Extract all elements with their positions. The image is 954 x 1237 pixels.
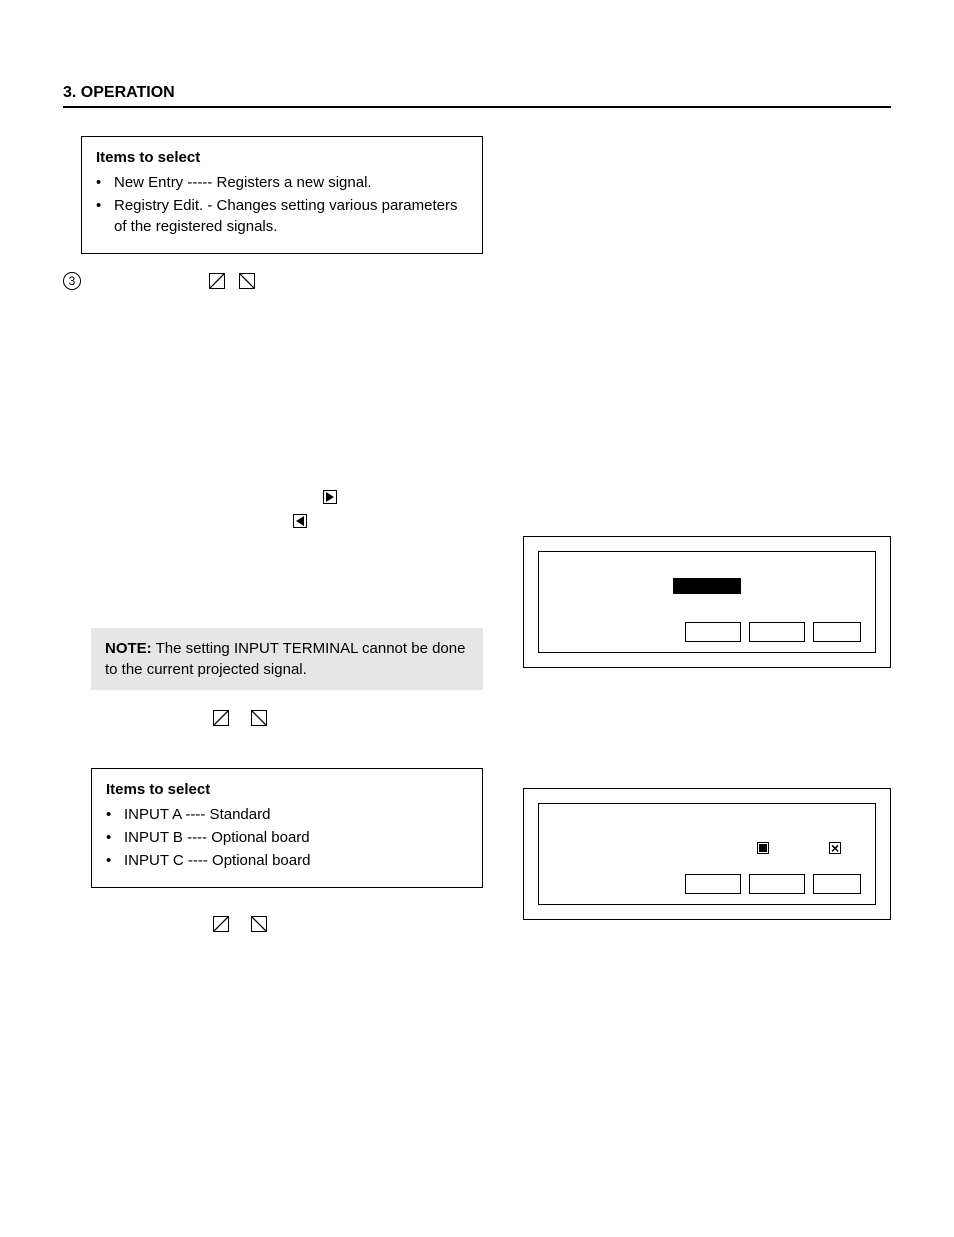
screen-inner-1: [538, 551, 876, 653]
screen-box-2: [523, 788, 891, 920]
screen-button[interactable]: [749, 874, 805, 894]
screen-checks: [553, 842, 841, 854]
glyph-pair-1: [213, 710, 483, 732]
cursor-up-icon: [209, 273, 225, 289]
glyph-pair-2: [213, 916, 483, 938]
box1-item-1-text: New Entry ----- Registers a new signal.: [114, 172, 468, 193]
cursor-down-icon: [239, 273, 255, 289]
cursor-up-icon: [213, 916, 229, 932]
screen-inner-2: [538, 803, 876, 905]
box2-item-2-text: INPUT B ---- Optional board: [124, 827, 468, 848]
box2-item-3: • INPUT C ---- Optional board: [106, 850, 468, 871]
cursor-down-icon: [251, 916, 267, 932]
bullet-dot: •: [106, 827, 124, 848]
screen-buttons-2: [553, 874, 861, 894]
cursor-right-icon: [323, 490, 337, 504]
screen-button[interactable]: [685, 874, 741, 894]
box1-item-2: • Registry Edit. - Changes setting vario…: [96, 195, 468, 237]
box2-item-1-text: INPUT A ---- Standard: [124, 804, 468, 825]
bullet-dot: •: [96, 195, 114, 237]
box2-item-3-text: INPUT C ---- Optional board: [124, 850, 468, 871]
checkbox-x-icon: [829, 842, 841, 854]
box1-item-1: • New Entry ----- Registers a new signal…: [96, 172, 468, 193]
step-3-row: 3: [63, 272, 483, 290]
screen-button[interactable]: [813, 874, 861, 894]
cursor-up-icon: [213, 710, 229, 726]
note-text: The setting INPUT TERMINAL cannot be don…: [105, 640, 465, 678]
note-label: NOTE:: [105, 640, 152, 657]
bullet-dot: •: [106, 804, 124, 825]
box2-item-2: • INPUT B ---- Optional board: [106, 827, 468, 848]
screen-button[interactable]: [813, 622, 861, 642]
screen-buttons-1: [553, 622, 861, 642]
bullet-dot: •: [106, 850, 124, 871]
section-header: 3. OPERATION: [63, 82, 891, 108]
checkbox-filled-icon: [757, 842, 769, 854]
items-box-1: Items to select • New Entry ----- Regist…: [81, 136, 483, 254]
box1-item-2-text: Registry Edit. - Changes setting various…: [114, 195, 468, 237]
items-box-2: Items to select • INPUT A ---- Standard …: [91, 768, 483, 888]
right-column: [523, 136, 891, 1040]
box2-item-1: • INPUT A ---- Standard: [106, 804, 468, 825]
cursor-left-icon: [293, 514, 307, 528]
arrow-glyphs: [293, 490, 483, 528]
screen-title-bar: [673, 578, 741, 594]
section-title: 3. OPERATION: [63, 84, 175, 101]
circled-number-3: 3: [63, 272, 81, 290]
note-block: NOTE: The setting INPUT TERMINAL cannot …: [91, 628, 483, 690]
screen-button[interactable]: [749, 622, 805, 642]
items-box-1-title: Items to select: [96, 147, 468, 168]
left-column: Items to select • New Entry ----- Regist…: [63, 136, 483, 1040]
screen-box-1: [523, 536, 891, 668]
screen-button[interactable]: [685, 622, 741, 642]
items-box-2-title: Items to select: [106, 779, 468, 800]
bullet-dot: •: [96, 172, 114, 193]
cursor-down-icon: [251, 710, 267, 726]
